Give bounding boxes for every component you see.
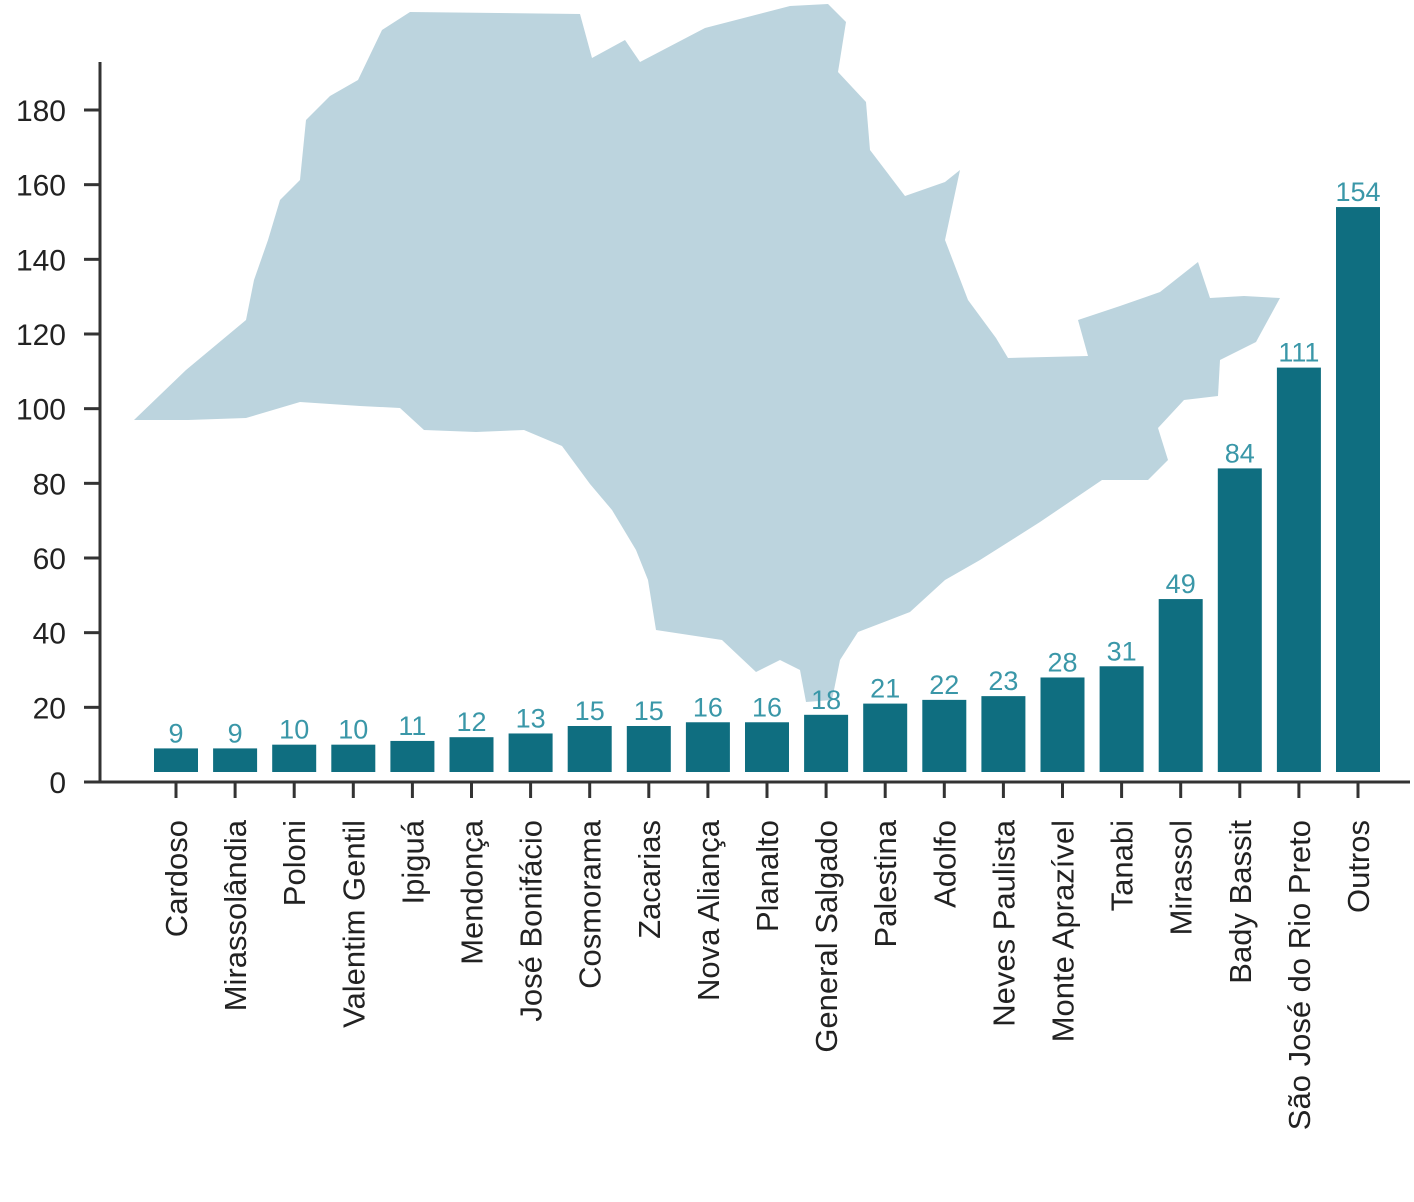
x-tick-label: General Salgado xyxy=(809,820,844,1053)
bars-group xyxy=(154,207,1380,773)
y-tick-label: 160 xyxy=(16,170,66,203)
data-label: 21 xyxy=(870,674,900,704)
y-tick-label: 80 xyxy=(33,468,66,501)
bar xyxy=(1158,599,1203,772)
data-label: 9 xyxy=(168,718,183,748)
x-tick-label: Mirassol xyxy=(1164,820,1199,935)
bar xyxy=(213,748,258,772)
x-tick-label: Bady Bassit xyxy=(1223,820,1258,984)
data-label: 12 xyxy=(456,707,486,737)
x-tick-label: Valentim Gentil xyxy=(336,820,371,1028)
bar xyxy=(863,703,908,772)
bar xyxy=(1336,207,1380,773)
y-axis-ticks: 0 20 40 60 80 100 120 140 160 180 xyxy=(16,95,100,800)
bar xyxy=(1040,677,1085,772)
data-label: 11 xyxy=(398,711,426,741)
data-label: 15 xyxy=(575,696,605,726)
y-tick-label: 180 xyxy=(16,95,66,128)
x-tick-label: Planalto xyxy=(750,820,785,932)
data-label: 16 xyxy=(752,692,782,722)
bar xyxy=(685,722,730,772)
x-tick-label: Tanabi xyxy=(1105,820,1140,911)
x-tick-label: Adolfo xyxy=(927,820,962,908)
bar xyxy=(1099,666,1144,772)
data-label: 10 xyxy=(338,715,368,745)
x-tick-label: São José do Rio Preto xyxy=(1282,820,1317,1130)
state-map-silhouette xyxy=(134,4,1280,702)
data-label: 18 xyxy=(811,685,841,715)
data-label: 15 xyxy=(634,696,664,726)
bar xyxy=(1276,367,1321,772)
data-label: 154 xyxy=(1335,177,1380,207)
x-tick-label: Outros xyxy=(1341,820,1376,913)
x-tick-label: Monte Aprazível xyxy=(1046,820,1081,1042)
y-tick-label: 140 xyxy=(16,244,66,277)
bar xyxy=(922,699,967,772)
bar xyxy=(981,696,1026,772)
x-tick-label: Cosmorama xyxy=(573,819,608,989)
x-tick-label: Zacarias xyxy=(632,820,667,939)
y-tick-label: 40 xyxy=(33,618,66,651)
y-tick-label: 0 xyxy=(49,767,66,800)
x-tick-label: Cardoso xyxy=(159,820,194,937)
bar xyxy=(1217,468,1262,772)
bar xyxy=(331,744,376,772)
bar xyxy=(508,733,553,772)
bar xyxy=(804,714,849,772)
bar xyxy=(745,722,789,772)
data-label: 111 xyxy=(1278,338,1319,368)
bar xyxy=(449,737,494,772)
x-axis-ticks: Cardoso Mirassolândia Poloni Valentim Genti… xyxy=(159,782,1376,1130)
x-tick-label: Palestina xyxy=(868,819,903,947)
bar xyxy=(567,726,612,772)
x-tick-label: Ipiguá xyxy=(395,819,430,904)
y-tick-label: 60 xyxy=(33,543,66,576)
data-label: 28 xyxy=(1047,647,1077,677)
data-label: 23 xyxy=(988,666,1018,696)
data-label: 49 xyxy=(1166,569,1196,599)
y-tick-label: 100 xyxy=(16,394,66,427)
data-label: 22 xyxy=(929,670,959,700)
x-tick-label: Neves Paulista xyxy=(986,819,1021,1027)
y-tick-label: 20 xyxy=(33,692,66,725)
data-label: 84 xyxy=(1225,438,1255,468)
x-tick-label: Nova Aliança xyxy=(691,819,726,1001)
x-tick-label: Mirassolândia xyxy=(218,819,253,1011)
bar xyxy=(390,740,435,772)
x-tick-label: Poloni xyxy=(277,820,312,906)
data-label: 16 xyxy=(693,692,723,722)
x-tick-label: José Bonifácio xyxy=(514,820,549,1022)
data-label: 31 xyxy=(1107,636,1137,666)
bar xyxy=(272,744,317,772)
data-label: 13 xyxy=(516,703,546,733)
data-label: 9 xyxy=(228,718,243,748)
bar xyxy=(154,748,198,772)
y-tick-label: 120 xyxy=(16,319,66,352)
data-labels-group: 9 9 10 10 11 12 13 15 15 16 16 18 21 22 23 28 31 49 84 111 1… xyxy=(168,177,1380,748)
bar xyxy=(626,726,671,772)
data-label: 10 xyxy=(279,715,309,745)
x-tick-label: Mendonça xyxy=(455,819,490,965)
